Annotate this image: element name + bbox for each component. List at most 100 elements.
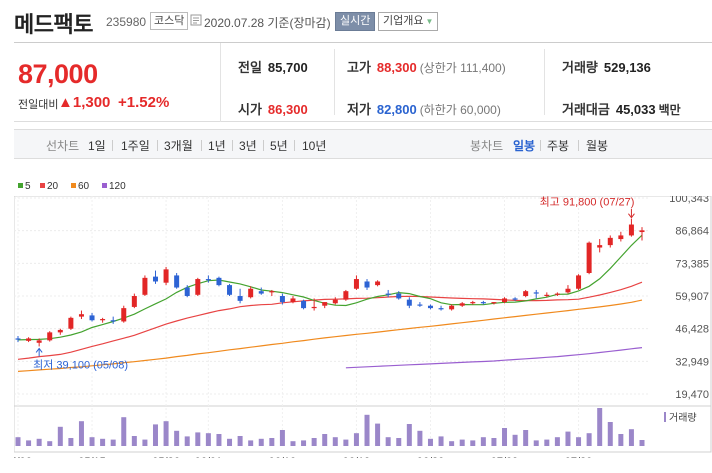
base-date: 2020.07.28 기준(장마감) (204, 16, 331, 30)
candle-body (205, 279, 211, 281)
candle-body (142, 277, 148, 295)
current-price: 87,000 (18, 59, 98, 89)
max-annotation: 최고 91,800 (07/27) (540, 196, 635, 209)
legend-label: 5 (25, 181, 31, 192)
volume-bar (491, 438, 497, 446)
candle-body (385, 293, 391, 295)
volume-bar (449, 441, 455, 446)
min-arrow-head (35, 347, 43, 353)
volume-bar (544, 439, 550, 446)
volume-bar (121, 417, 127, 446)
volume-bar (385, 437, 391, 446)
separator (201, 140, 202, 151)
volume-bar (417, 430, 423, 446)
candle-chart[interactable]: 100,343 86,864 73,385 59,907 46,428 32,949 19,… (4, 193, 712, 468)
period-1d[interactable]: 1일 (88, 139, 106, 153)
ma5-line (17, 234, 643, 341)
open-label: 시가 (238, 102, 262, 117)
volume-bar (533, 440, 539, 446)
volume-bar (57, 426, 63, 446)
separator (578, 140, 579, 151)
stock-name: 메드팩토 (14, 12, 93, 37)
volume-bar (184, 436, 190, 446)
candle-body (184, 287, 190, 297)
candle-body (502, 298, 508, 303)
candle-daily[interactable]: 일봉 (513, 139, 536, 153)
period-5y[interactable]: 5년 (270, 139, 288, 153)
x-tick-label: 05/26 (152, 456, 180, 458)
volume-bar (353, 433, 359, 446)
separator (157, 140, 158, 151)
volume-bar (639, 440, 645, 446)
candle-body (576, 275, 582, 289)
clock-icon (190, 14, 202, 26)
volume-bar (258, 438, 264, 446)
volume-bar (375, 423, 381, 446)
volume-bar (15, 437, 21, 446)
volume-bar (36, 438, 42, 446)
low-value: 82,800 (376, 102, 417, 117)
separator (294, 140, 295, 151)
volume-bar (502, 428, 508, 446)
candle-body (618, 235, 624, 240)
candle-body (491, 302, 497, 304)
candle-body (279, 296, 285, 303)
volume-cell: 거래량 529,136 (562, 57, 651, 76)
candle-body (68, 317, 74, 329)
candle-chart-label: 봉차트 (470, 139, 504, 153)
volume-bar (216, 434, 222, 446)
change-label: 전일대비 (18, 99, 59, 111)
candle-body (364, 281, 370, 288)
volume-bar (607, 422, 613, 446)
volume-bar (290, 441, 296, 446)
separator (232, 140, 233, 151)
period-3y[interactable]: 3년 (239, 139, 257, 153)
volume-bar (195, 432, 201, 446)
candle-body (332, 299, 338, 304)
candle-body (353, 279, 359, 289)
period-10y[interactable]: 10년 (302, 139, 327, 153)
company-overview-button[interactable]: 기업개요 ▼ (378, 12, 439, 31)
volume-bar (311, 438, 317, 446)
upper-limit: (상한가 111,400) (419, 61, 506, 75)
candle-body (438, 308, 444, 310)
y-tick-label: 19,470 (675, 389, 709, 401)
volume-bar (427, 438, 433, 446)
volume-bar (364, 414, 370, 446)
volume-bar (406, 424, 412, 446)
candle-body (586, 242, 592, 273)
min-annotation: 최저 39,100 (05/08) (33, 358, 128, 371)
candle-body (565, 288, 571, 293)
x-tick-label: 06/01 (195, 456, 223, 458)
candle-body (375, 281, 381, 286)
high-value: 88,300 (376, 60, 417, 75)
low-label: 저가 (347, 102, 371, 117)
candle-body (163, 269, 169, 283)
high-cell: 고가 88,300 (상한가 111,400) (347, 57, 506, 76)
volume-bar (512, 434, 518, 446)
period-1y[interactable]: 1년 (208, 139, 226, 153)
candle-body (110, 320, 116, 322)
candle-weekly[interactable]: 주봉 (547, 139, 570, 153)
stock-header: 메드팩토 235980 코스닥 2020.07.28 기준(장마감) 실시간 기… (0, 0, 712, 40)
volume-bar (628, 429, 634, 446)
period-1w[interactable]: 1주일 (121, 139, 150, 153)
ma20-line (17, 281, 643, 360)
candle-body (227, 285, 233, 295)
candle-body (470, 302, 476, 304)
candle-chart-svg: 100,343 86,864 73,385 59,907 46,428 32,949 19,… (4, 193, 712, 468)
volume-bar (618, 434, 624, 446)
x-tick-label: 07/09 (491, 456, 519, 458)
prev-close-cell: 전일 85,700 (238, 57, 308, 76)
chevron-down-icon: ▼ (425, 17, 434, 26)
period-3m[interactable]: 3개월 (164, 139, 193, 153)
line-chart-label: 선차트 (46, 139, 80, 153)
separator (540, 140, 541, 151)
volume-bar (322, 434, 328, 446)
candle-monthly[interactable]: 월봉 (586, 139, 609, 153)
candle-body (459, 303, 465, 306)
change-percent: +1.52% (118, 94, 170, 111)
realtime-button[interactable]: 실시간 (335, 12, 376, 31)
amount-unit: 백만 (658, 103, 681, 117)
volume-bar (78, 421, 84, 446)
